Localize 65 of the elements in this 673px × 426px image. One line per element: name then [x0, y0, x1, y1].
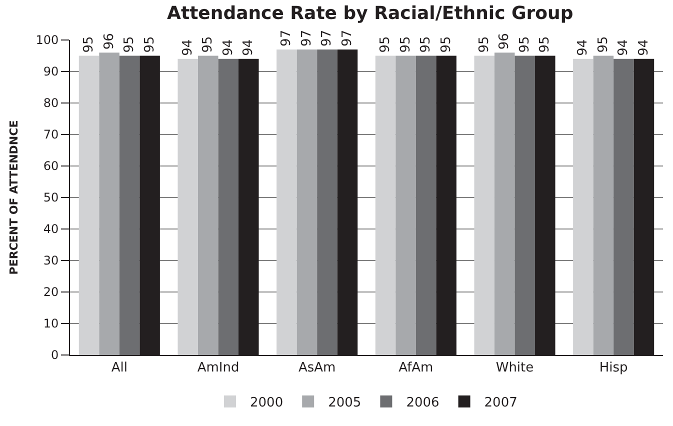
data-label: 95: [438, 36, 454, 53]
bar: [614, 58, 634, 355]
data-label: 95: [418, 36, 434, 53]
x-tick-label: AfAm: [398, 360, 434, 376]
y-tick-label: 50: [43, 190, 59, 205]
x-tick-label: White: [496, 360, 534, 376]
data-label: 94: [241, 39, 256, 56]
x-tick-label: Hisp: [599, 360, 628, 376]
y-tick-label: 30: [43, 254, 59, 268]
bar: [514, 56, 536, 355]
x-tick-label: AsAm: [298, 360, 336, 376]
data-label: 96: [497, 33, 512, 50]
data-label: 94: [576, 39, 591, 56]
y-tick-label: 60: [43, 159, 59, 174]
data-label: 97: [340, 30, 355, 46]
y-tick-label: 0: [50, 348, 59, 362]
data-label: 95: [476, 36, 492, 53]
data-label: 96: [102, 33, 117, 50]
bar: [78, 56, 100, 355]
bar: [317, 49, 338, 355]
data-label: 95: [517, 36, 532, 53]
bar: [198, 56, 218, 355]
y-tick-label: 90: [43, 64, 59, 79]
data-label: 97: [299, 30, 314, 46]
bar: [494, 52, 515, 355]
data-label: 95: [142, 36, 158, 53]
data-label: 95: [398, 36, 414, 53]
bar: [178, 58, 198, 355]
y-tick-label: 80: [43, 96, 59, 110]
y-axis-title: PERCENT OF ATTENDNCE: [7, 120, 20, 275]
y-tick-label: 100: [36, 33, 59, 48]
data-label: 95: [378, 36, 394, 53]
y-tick-label: 70: [43, 128, 59, 142]
legend-label: 2000: [250, 396, 284, 411]
bar: [119, 56, 140, 355]
bar: [375, 56, 396, 355]
bar: [416, 56, 436, 355]
x-tick-label: All: [111, 360, 128, 376]
data-label: 94: [180, 39, 196, 56]
x-tick-label: AmInd: [197, 360, 240, 376]
chart-title: Attendance Rate by Racial/Ethnic Group: [167, 2, 574, 24]
bar: [474, 56, 494, 355]
data-label: 95: [538, 36, 553, 53]
bar: [296, 49, 318, 355]
data-label: 95: [200, 36, 216, 53]
bar: [573, 58, 594, 355]
y-tick-label: 40: [43, 222, 59, 236]
bar: [218, 58, 239, 355]
y-tick-label: 20: [43, 285, 59, 300]
data-label: 94: [616, 39, 632, 56]
legend-label: 2006: [406, 396, 440, 411]
bar: [276, 49, 297, 355]
bar: [396, 56, 416, 355]
data-label: 95: [82, 36, 97, 53]
data-label: 94: [220, 39, 236, 56]
data-label: 95: [122, 36, 138, 53]
data-label: 97: [279, 30, 294, 46]
legend-label: 2007: [484, 396, 518, 411]
data-label: 95: [596, 36, 611, 53]
bar: [99, 52, 120, 355]
y-tick-label: 10: [43, 316, 59, 331]
legend-label: 2005: [328, 396, 362, 411]
bar: [593, 56, 614, 355]
data-label: 97: [320, 30, 335, 46]
data-label: 94: [636, 39, 652, 56]
